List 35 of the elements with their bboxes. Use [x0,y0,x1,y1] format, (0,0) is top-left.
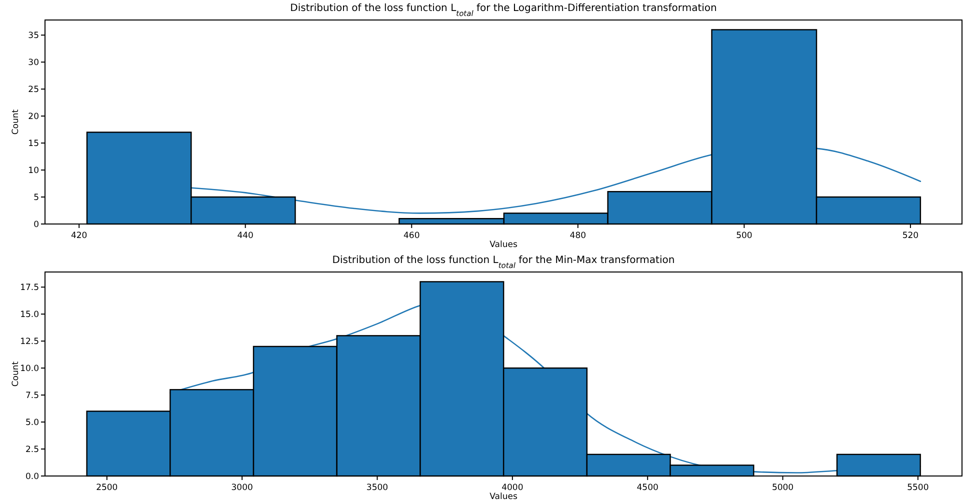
x-tick-label: 5000 [772,483,794,493]
chart-title: Distribution of the loss function L$_{total}$ for the Min-Max transformation [332,255,675,270]
x-tick-label: 440 [237,231,254,241]
y-tick-label: 7.5 [25,391,39,402]
y-tick-label: 35 [28,31,39,42]
y-tick-label: 5.0 [25,418,39,428]
y-axis-title: Count [11,360,21,387]
x-tick-label: 4000 [502,483,524,493]
x-tick-label: 500 [736,231,752,241]
x-axis-title: Values [490,492,518,502]
x-tick-label: 5500 [907,483,929,493]
y-tick-label: 15.0 [20,310,39,320]
y-tick-label: 30 [28,58,39,68]
x-tick-label: 4500 [636,483,658,493]
y-tick-label: 0 [34,220,39,230]
x-tick-label: 2500 [96,483,118,493]
x-tick-label: 3500 [366,483,388,493]
x-tick-label: 520 [902,231,919,241]
y-tick-label: 0.0 [25,472,39,482]
x-tick-label: 480 [570,231,586,241]
y-tick-label: 25 [28,85,39,96]
y-tick-label: 5 [34,193,39,204]
chart-title: Distribution of the loss function L$_{total}$ for the Logarithm-Differentiation transformation [290,3,717,18]
y-tick-label: 10.0 [20,364,39,374]
x-axis-title: Values [490,240,518,250]
y-axis-title: Count [11,108,21,135]
x-tick-label: 460 [404,231,420,241]
y-tick-label: 2.5 [25,445,39,456]
y-tick-label: 12.5 [20,337,39,348]
y-tick-label: 20 [28,112,39,122]
x-tick-label: 3000 [231,483,253,493]
y-tick-label: 17.5 [20,283,39,294]
y-tick-label: 10 [28,166,39,176]
x-tick-label: 420 [70,231,88,241]
y-tick-label: 15 [28,139,39,150]
